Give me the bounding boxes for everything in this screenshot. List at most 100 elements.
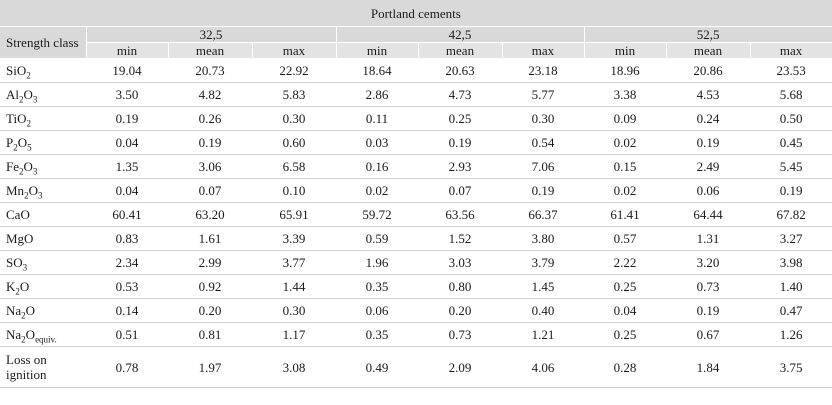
value-cell: 0.54 <box>502 130 584 155</box>
row-label: Na2O <box>0 298 86 323</box>
strength-class-header: Strength class <box>0 26 87 59</box>
value-cell: 0.30 <box>502 106 584 131</box>
value-cell: 0.53 <box>86 274 168 299</box>
value-cell: 20.63 <box>418 58 502 83</box>
value-cell: 3.27 <box>750 226 832 251</box>
value-cell: 2.22 <box>584 250 666 275</box>
value-cell: 4.82 <box>168 82 252 107</box>
stat-header: min <box>86 42 169 59</box>
value-cell: 0.92 <box>168 274 252 299</box>
value-cell: 1.31 <box>666 226 750 251</box>
class-header-52-5: 52,5 <box>584 26 832 43</box>
value-cell: 0.19 <box>168 130 252 155</box>
value-cell: 0.06 <box>336 298 418 323</box>
value-cell: 3.03 <box>418 250 502 275</box>
row-label: MgO <box>0 226 86 251</box>
value-cell: 2.86 <box>336 82 418 107</box>
value-cell: 0.73 <box>418 322 502 347</box>
value-cell: 0.04 <box>86 130 168 155</box>
value-cell: 0.04 <box>584 298 666 323</box>
value-cell: 0.60 <box>252 130 336 155</box>
value-cell: 0.19 <box>666 130 750 155</box>
stat-header: mean <box>418 42 503 59</box>
table-row: Na2O 0.14 0.20 0.30 0.06 0.20 0.40 0.04 0.19 0.47 <box>0 298 832 323</box>
value-cell: 0.28 <box>584 346 666 388</box>
value-cell: 1.61 <box>168 226 252 251</box>
row-label: K2O <box>0 274 86 299</box>
value-cell: 3.77 <box>252 250 336 275</box>
stat-header: max <box>750 42 832 59</box>
table-row: SiO2 19.04 20.73 22.92 18.64 20.63 23.18 18.96 2… <box>0 58 832 83</box>
value-cell: 1.96 <box>336 250 418 275</box>
value-cell: 20.73 <box>168 58 252 83</box>
value-cell: 1.26 <box>750 322 832 347</box>
table-row: Al2O3 3.50 4.82 5.83 2.86 4.73 5.77 3.38 4.53 5.6… <box>0 82 832 107</box>
table-row: CaO 60.41 63.20 65.91 59.72 63.56 66.37 61.41 64… <box>0 202 832 227</box>
value-cell: 0.25 <box>584 274 666 299</box>
value-cell: 1.21 <box>502 322 584 347</box>
value-cell: 3.39 <box>252 226 336 251</box>
value-cell: 3.08 <box>252 346 336 388</box>
value-cell: 4.06 <box>502 346 584 388</box>
value-cell: 61.41 <box>584 202 666 227</box>
value-cell: 18.96 <box>584 58 666 83</box>
table-title: Portland cements <box>0 0 832 27</box>
value-cell: 1.84 <box>666 346 750 388</box>
value-cell: 0.49 <box>336 346 418 388</box>
value-cell: 0.20 <box>168 298 252 323</box>
value-cell: 5.83 <box>252 82 336 107</box>
value-cell: 0.19 <box>86 106 168 131</box>
value-cell: 1.40 <box>750 274 832 299</box>
value-cell: 63.20 <box>168 202 252 227</box>
value-cell: 3.38 <box>584 82 666 107</box>
value-cell: 1.52 <box>418 226 502 251</box>
table-row: P2O5 0.04 0.19 0.60 0.03 0.19 0.54 0.02 0.19 0.45 <box>0 130 832 155</box>
class-header-42-5: 42,5 <box>336 26 585 43</box>
value-cell: 1.97 <box>168 346 252 388</box>
value-cell: 60.41 <box>86 202 168 227</box>
value-cell: 0.19 <box>666 298 750 323</box>
table-row: Fe2O3 1.35 3.06 6.58 0.16 2.93 7.06 0.15 2.49 5.4… <box>0 154 832 179</box>
value-cell: 0.35 <box>336 322 418 347</box>
table-row: Na2Oequiv. 0.51 0.81 1.17 0.35 0.73 1.21 0.25 0.… <box>0 322 832 347</box>
row-label: Fe2O3 <box>0 154 86 179</box>
value-cell: 0.81 <box>168 322 252 347</box>
value-cell: 0.02 <box>584 178 666 203</box>
value-cell: 6.58 <box>252 154 336 179</box>
stat-header: mean <box>168 42 253 59</box>
value-cell: 0.24 <box>666 106 750 131</box>
table-row: SO3 2.34 2.99 3.77 1.96 3.03 3.79 2.22 3.20 3.98 <box>0 250 832 275</box>
stat-header: max <box>252 42 337 59</box>
table-row: MgO 0.83 1.61 3.39 0.59 1.52 3.80 0.57 1.31 3.27 <box>0 226 832 251</box>
value-cell: 22.92 <box>252 58 336 83</box>
row-label: P2O5 <box>0 130 86 155</box>
value-cell: 63.56 <box>418 202 502 227</box>
value-cell: 0.07 <box>418 178 502 203</box>
value-cell: 0.40 <box>502 298 584 323</box>
value-cell: 2.93 <box>418 154 502 179</box>
value-cell: 7.06 <box>502 154 584 179</box>
value-cell: 0.26 <box>168 106 252 131</box>
value-cell: 23.18 <box>502 58 584 83</box>
value-cell: 0.09 <box>584 106 666 131</box>
stat-header: min <box>584 42 667 59</box>
value-cell: 0.30 <box>252 298 336 323</box>
value-cell: 3.50 <box>86 82 168 107</box>
value-cell: 0.78 <box>86 346 168 388</box>
value-cell: 1.35 <box>86 154 168 179</box>
value-cell: 2.09 <box>418 346 502 388</box>
value-cell: 0.02 <box>584 130 666 155</box>
value-cell: 19.04 <box>86 58 168 83</box>
value-cell: 0.67 <box>666 322 750 347</box>
value-cell: 3.75 <box>750 346 832 388</box>
value-cell: 5.68 <box>750 82 832 107</box>
row-label: TiO2 <box>0 106 86 131</box>
row-label: SiO2 <box>0 58 86 83</box>
value-cell: 0.20 <box>418 298 502 323</box>
row-label: Loss on ignition <box>0 346 86 388</box>
value-cell: 0.47 <box>750 298 832 323</box>
value-cell: 3.98 <box>750 250 832 275</box>
value-cell: 2.99 <box>168 250 252 275</box>
row-label: CaO <box>0 202 86 227</box>
stat-header: max <box>502 42 585 59</box>
